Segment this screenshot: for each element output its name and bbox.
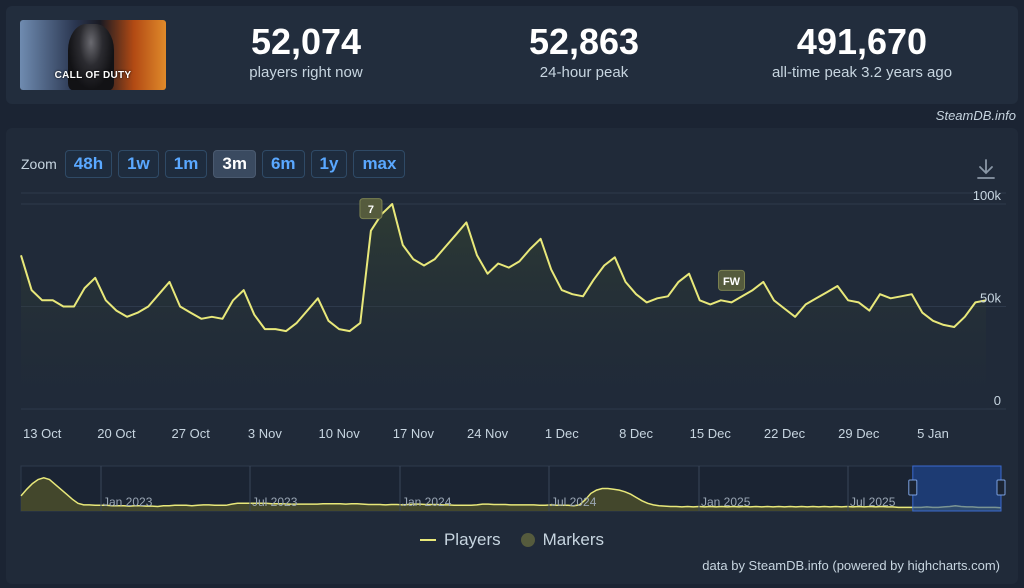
x-tick-label: 27 Oct: [172, 426, 211, 441]
legend-line-swatch: [419, 539, 436, 541]
steamdb-credit-top[interactable]: SteamDB.info: [935, 108, 1016, 123]
chart-legend: Players Markers: [6, 530, 1018, 550]
chart-panel: Zoom 48h 1w 1m 3m 6m 1y max 7 FW 13 Oct 20…: [6, 128, 1018, 584]
navigator-handle-right[interactable]: [996, 479, 1006, 496]
zoom-button-48h[interactable]: 48h: [64, 150, 113, 178]
y-tick-label: 100k: [973, 188, 1002, 203]
navigator-series-line: [20, 477, 1002, 509]
players-area-fill: [21, 204, 986, 409]
x-tick-label: 22 Dec: [764, 426, 806, 441]
navigator-label: Jan 2023: [103, 495, 153, 509]
legend-label-players: Players: [443, 530, 501, 549]
x-tick-label: 20 Oct: [97, 426, 136, 441]
navigator-label: Jan 2024: [402, 495, 452, 509]
stat-label: 24-hour peak: [539, 64, 629, 81]
navigator-label: Jul 2023: [252, 495, 298, 509]
x-tick-label: 24 Nov: [467, 426, 509, 441]
legend-item-players[interactable]: Players: [419, 530, 501, 550]
navigator-background[interactable]: [20, 465, 1002, 512]
navigator-selection[interactable]: [912, 465, 1002, 512]
x-tick-label: 10 Nov: [319, 426, 361, 441]
legend-dot-swatch: [520, 533, 535, 547]
data-credit[interactable]: data by SteamDB.info (powered by highcha…: [702, 558, 1000, 573]
x-tick-label: 3 Nov: [248, 426, 282, 441]
zoom-controls: Zoom 48h 1w 1m 3m 6m 1y max: [21, 150, 411, 178]
zoom-button-1y[interactable]: 1y: [310, 150, 348, 178]
y-tick-label: 0: [994, 393, 1001, 408]
players-series-line[interactable]: [20, 203, 987, 333]
zoom-button-3m[interactable]: 3m: [213, 150, 256, 178]
x-tick-label: 8 Dec: [619, 426, 653, 441]
legend-item-markers[interactable]: Markers: [520, 530, 605, 550]
download-icon[interactable]: [975, 157, 997, 181]
stat-value: 52,074: [250, 21, 362, 62]
soldier-silhouette: [68, 24, 114, 90]
navigator-label: Jul 2024: [551, 495, 597, 509]
stat-all-time-peak: 491,670 all-time peak 3.2 years ago: [742, 20, 982, 82]
stats-bar: CALL OF DUTY 52,074 players right now 52…: [6, 6, 1018, 104]
marker-flag[interactable]: FW: [717, 269, 745, 291]
x-tick-label: 17 Nov: [393, 426, 435, 441]
zoom-button-6m[interactable]: 6m: [261, 150, 305, 178]
x-tick-label: 5 Jan: [917, 426, 949, 441]
stat-label: players right now: [249, 64, 363, 81]
stat-label: all-time peak 3.2 years ago: [771, 64, 953, 81]
stat-value: 491,670: [796, 21, 928, 62]
zoom-label: Zoom: [21, 156, 57, 172]
y-tick-label: 50k: [980, 291, 1001, 306]
marker-label: FW: [723, 276, 741, 288]
legend-label-markers: Markers: [542, 530, 605, 549]
zoom-button-1m[interactable]: 1m: [164, 150, 208, 178]
navigator-label: Jan 2025: [701, 495, 751, 509]
game-capsule-image[interactable]: CALL OF DUTY: [20, 20, 166, 90]
x-tick-label: 15 Dec: [690, 426, 732, 441]
x-tick-label: 29 Dec: [838, 426, 880, 441]
stat-value: 52,863: [528, 21, 640, 62]
marker-label: 7: [368, 204, 374, 216]
zoom-button-max[interactable]: max: [353, 150, 406, 178]
navigator-handle-left[interactable]: [908, 479, 918, 496]
zoom-button-1w[interactable]: 1w: [118, 150, 159, 178]
marker-flag[interactable]: 7: [359, 198, 383, 220]
x-tick-label: 13 Oct: [23, 426, 62, 441]
player-count-chart[interactable]: 7 FW 13 Oct 20 Oct 27 Oct 3 Nov 10 Nov 17 Nov 2…: [6, 128, 1018, 584]
game-logo-text: CALL OF DUTY: [54, 70, 132, 81]
stat-24h-peak: 52,863 24-hour peak: [474, 20, 694, 82]
x-tick-label: 1 Dec: [545, 426, 579, 441]
stat-players-now: 52,074 players right now: [196, 20, 416, 82]
navigator-label: Jul 2025: [850, 495, 896, 509]
